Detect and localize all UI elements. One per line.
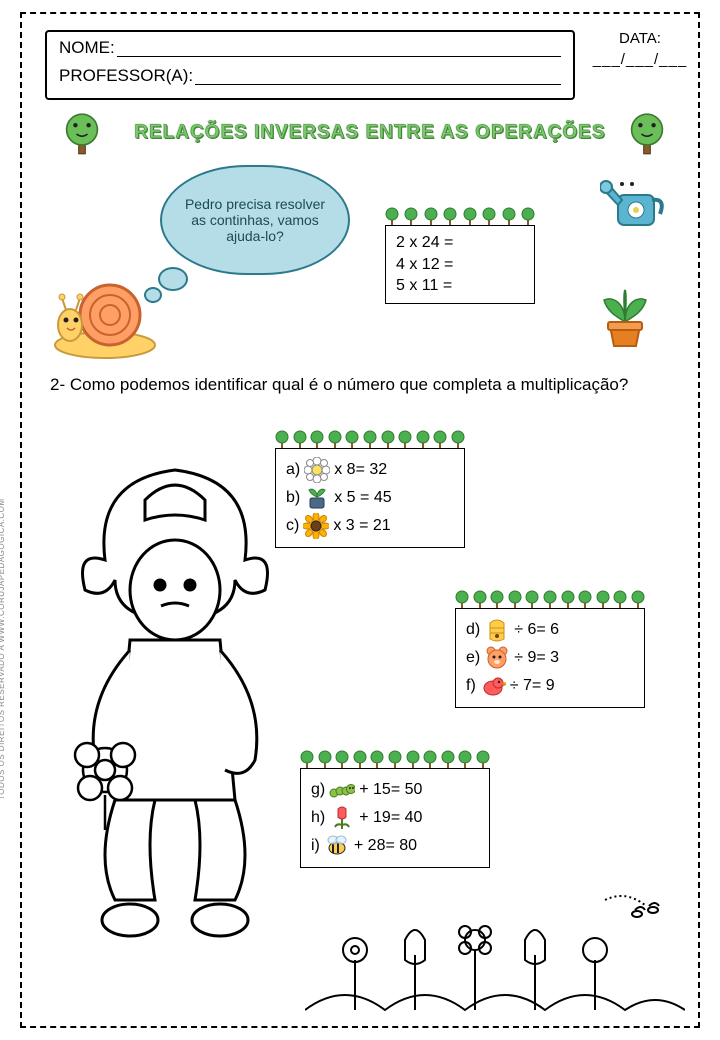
bird-icon [480,673,506,699]
eq-letter: e) [466,647,480,669]
name-blank[interactable] [117,39,561,57]
eq-op: + 15= 50 [359,779,422,801]
eq-op: x 3 = 21 [333,515,390,537]
date-box: DATA: ___/___/___ [590,30,690,68]
equations-box-4: g)+ 15= 50 h)+ 19= 40 i)+ 28= 80 [300,768,490,868]
eq-letter: d) [466,619,480,641]
caterpillar-icon [329,777,355,803]
equation-line: 4 x 12 = [396,254,524,276]
eq-op: + 19= 40 [359,807,422,829]
eq-op: ÷ 6= 6 [514,619,559,641]
garden-illustration [305,860,685,1020]
snail-icon [50,270,170,360]
equation-line: 5 x 11 = [396,275,524,297]
data-label: DATA: [590,30,690,47]
professor-label: PROFESSOR(A): [59,66,193,86]
tree-decoration-row [300,749,490,769]
professor-blank[interactable] [195,67,561,85]
header-box: NOME: PROFESSOR(A): [45,30,575,100]
eq-letter: f) [466,675,476,697]
hive-icon [484,617,510,643]
plant-icon [590,280,660,350]
tulip-icon [329,805,355,831]
eq-op: ÷ 7= 9 [510,675,555,697]
tree-decoration-row [455,589,645,609]
eq-op: ÷ 9= 3 [514,647,559,669]
girl-illustration [35,440,315,1000]
name-label: NOME: [59,38,115,58]
question-2: 2- Como podemos identificar qual é o núm… [50,375,670,395]
cloud-text: Pedro precisa resolver as continhas, vam… [180,196,330,244]
data-blank[interactable]: ___/___/___ [590,51,690,68]
eq-op: + 28= 80 [354,835,417,857]
eq-op: x 5 = 45 [334,487,391,509]
copyright-text: TODOS OS DIREITOS RESERVADO A WWW.CORUJA… [0,498,6,800]
page-title: RELAÇÕES INVERSAS ENTRE AS OPERAÇÕES [70,122,670,144]
tree-decoration-row [385,206,535,226]
eq-op: x 8= 32 [334,459,387,481]
bee-icon [324,833,350,859]
equation-line: 2 x 24 = [396,232,524,254]
equations-box-3: d) ÷ 6= 6 e) ÷ 9= 3 f) ÷ 7= 9 [455,608,645,708]
thought-bubble: Pedro precisa resolver as continhas, vam… [160,165,350,275]
bear-icon [484,645,510,671]
equations-box-1: 2 x 24 = 4 x 12 = 5 x 11 = [385,225,535,304]
watering-can-icon [600,170,670,240]
